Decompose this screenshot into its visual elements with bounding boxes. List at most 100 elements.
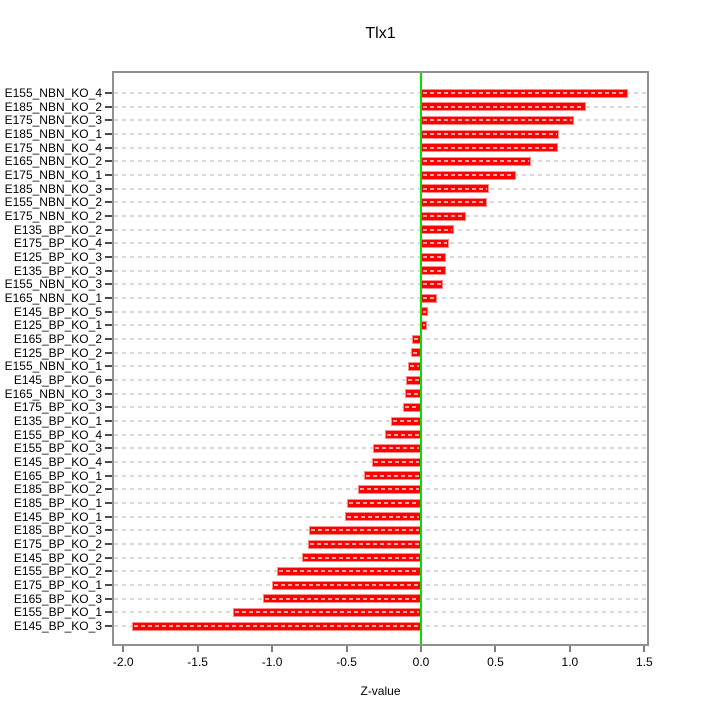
chart-title: Tlx1	[365, 25, 396, 42]
bar	[421, 238, 450, 248]
bar	[364, 471, 421, 481]
bar	[421, 266, 447, 276]
y-axis-label: E135_BP_KO_3	[13, 263, 102, 278]
bar-hatch	[348, 502, 419, 505]
y-tick	[105, 543, 112, 546]
gridline	[114, 324, 647, 327]
y-tick	[105, 570, 112, 573]
gridline	[114, 310, 647, 313]
y-tick	[105, 215, 112, 218]
y-axis-label: E155_BP_KO_1	[13, 605, 102, 620]
x-tick-label: 0.5	[487, 655, 504, 669]
bar	[421, 88, 628, 98]
y-axis-label: E185_NBN_KO_1	[4, 127, 102, 141]
y-tick	[105, 597, 112, 600]
bar	[421, 197, 487, 207]
y-tick	[105, 201, 112, 204]
y-axis-label: E135_BP_KO_2	[13, 222, 102, 237]
y-axis-label: E145_BP_KO_2	[13, 550, 102, 565]
y-axis-label: E175_BP_KO_4	[13, 236, 102, 251]
bar	[345, 512, 421, 522]
y-tick	[105, 556, 112, 559]
y-axis-label: E185_BP_KO_3	[13, 523, 102, 538]
y-axis-label: E135_BP_KO_1	[13, 414, 102, 429]
y-tick	[105, 228, 112, 231]
y-tick	[105, 433, 112, 436]
bar-hatch	[303, 556, 419, 559]
bar-hatch	[134, 625, 419, 628]
x-tick	[122, 646, 125, 652]
y-tick	[105, 379, 112, 382]
y-axis-label: E155_BP_KO_3	[13, 441, 102, 456]
bar	[407, 361, 421, 371]
bar	[358, 484, 421, 494]
y-tick	[105, 105, 112, 108]
y-axis-label: E155_NBN_KO_1	[4, 359, 102, 374]
y-axis-label: E165_BP_KO_1	[13, 468, 102, 483]
gridline	[114, 92, 647, 94]
y-axis-label: E125_BP_KO_1	[13, 318, 102, 333]
gridline	[114, 406, 647, 409]
bar	[421, 102, 587, 112]
gridline	[114, 379, 647, 382]
y-tick	[105, 365, 112, 368]
bar	[373, 443, 421, 453]
bar-hatch	[423, 242, 448, 245]
y-axis-label: E175_BP_KO_1	[13, 578, 102, 593]
bar	[391, 416, 421, 426]
y-tick	[105, 584, 112, 587]
x-tick-label: 0.0	[412, 655, 430, 669]
bar	[421, 307, 429, 317]
gridline	[114, 160, 647, 163]
bar-hatch	[423, 201, 485, 204]
bar	[421, 184, 490, 194]
y-tick	[105, 447, 112, 450]
y-axis-label: E165_BP_KO_3	[13, 591, 102, 606]
bar-hatch	[423, 146, 556, 149]
bar	[406, 375, 421, 385]
y-tick	[105, 146, 112, 149]
bar-hatch	[373, 461, 419, 464]
gridline	[114, 174, 647, 177]
gridline	[114, 297, 647, 300]
x-tick	[196, 646, 199, 652]
bar-hatch	[423, 105, 585, 108]
y-tick	[105, 502, 112, 505]
y-axis-label: E155_NBN_KO_3	[4, 277, 102, 292]
gridline	[114, 365, 647, 368]
bar-hatch	[423, 228, 452, 231]
bar	[404, 389, 421, 399]
bar	[421, 115, 575, 125]
gridline	[114, 187, 647, 190]
gridline	[114, 105, 647, 108]
x-tick	[420, 646, 422, 652]
x-tick-label: -1.5	[187, 655, 208, 669]
x-tick	[643, 646, 646, 652]
bar	[276, 566, 421, 576]
y-tick	[105, 611, 112, 614]
bar-hatch	[423, 187, 488, 190]
y-axis-label: E125_BP_KO_2	[13, 345, 102, 360]
bar-hatch	[311, 529, 419, 532]
bar	[421, 129, 560, 139]
gridline	[114, 392, 647, 395]
y-tick	[105, 351, 112, 354]
bar-hatch	[423, 297, 436, 300]
y-axis-label: E165_NBN_KO_3	[4, 386, 102, 401]
bar-hatch	[375, 447, 419, 450]
y-axis-label: E145_BP_KO_6	[13, 373, 102, 388]
gridline	[114, 215, 647, 218]
y-axis-label: E165_BP_KO_2	[13, 332, 102, 347]
plot-area	[112, 71, 649, 646]
bar-hatch	[423, 283, 442, 286]
gridline	[114, 420, 647, 423]
y-axis-label: E175_NBN_KO_3	[4, 113, 102, 128]
bar-hatch	[423, 119, 573, 122]
y-tick	[105, 297, 112, 300]
bar	[132, 621, 421, 631]
bar-hatch	[423, 215, 464, 218]
y-axis-label: E185_NBN_KO_3	[4, 181, 102, 196]
y-tick	[105, 310, 112, 313]
x-tick	[568, 646, 571, 652]
